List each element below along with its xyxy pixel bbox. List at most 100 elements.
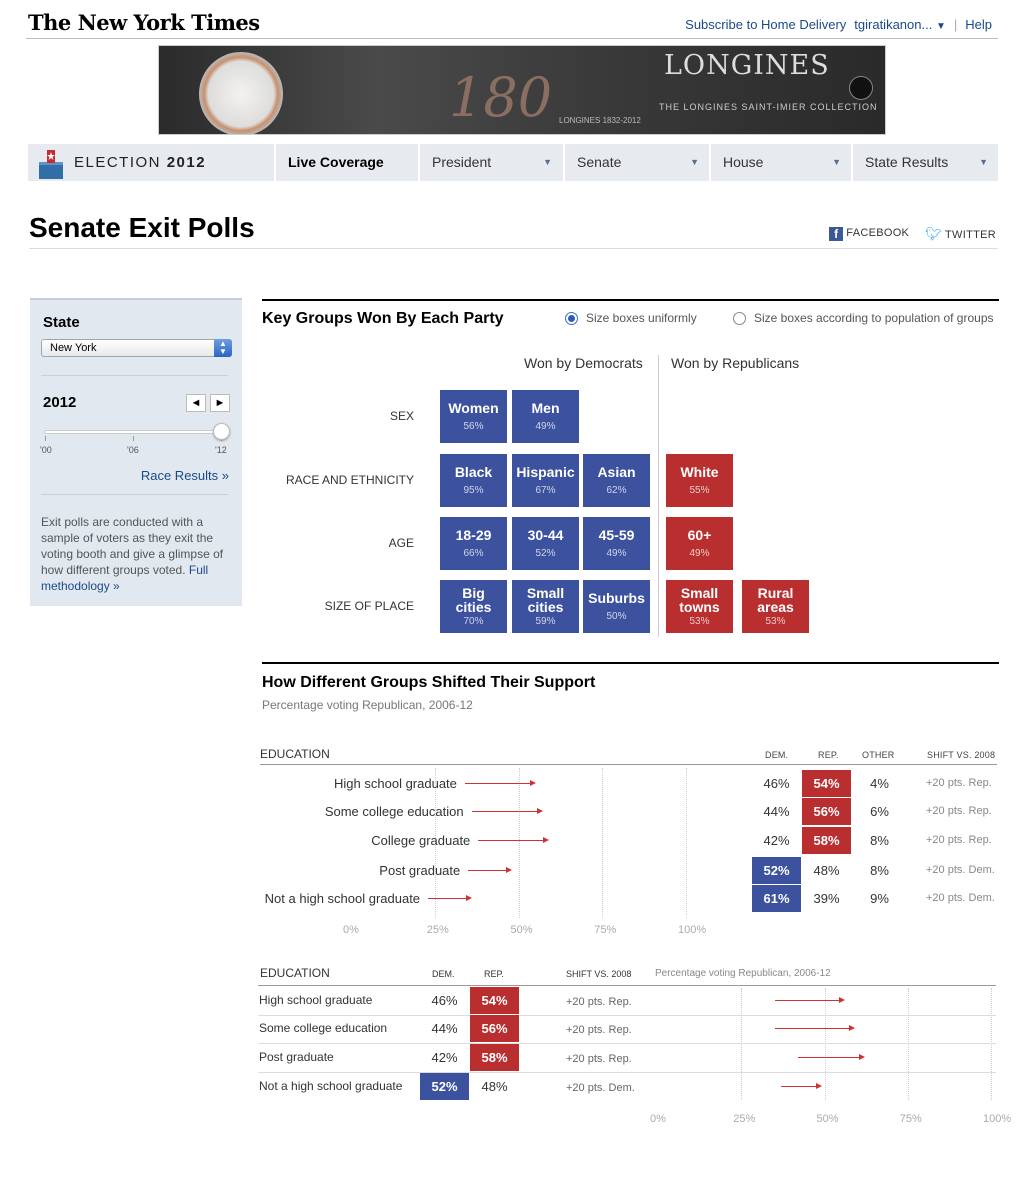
group-box-hispanic[interactable]: Hispanic 67%	[512, 454, 579, 507]
election-title[interactable]: ELECTION 2012	[74, 154, 206, 171]
shift-arrow	[471, 808, 543, 814]
help-link[interactable]: Help	[965, 17, 992, 32]
shift-value: +20 pts. Dem.	[566, 1082, 635, 1094]
group-percent: 62%	[606, 485, 627, 496]
tab-state-results[interactable]: State Results ▼	[851, 144, 998, 181]
divider: |	[953, 17, 958, 32]
group-name: 45-59	[598, 527, 635, 543]
group-box-30-44[interactable]: 30-44 52%	[512, 517, 579, 570]
dem-value: 46%	[431, 993, 458, 1008]
caret-down-icon: ▼	[832, 157, 841, 167]
radio-label: Size boxes uniformly	[586, 311, 697, 325]
group-percent: 52%	[535, 548, 556, 559]
title-rule	[29, 248, 998, 249]
shift-arrow	[428, 895, 473, 901]
shift-arrow	[781, 1083, 822, 1089]
row-label-some-college-education: Some college education	[259, 1021, 388, 1035]
gridline	[602, 768, 604, 918]
election-title-year: 2012	[166, 154, 207, 171]
group-box-men[interactable]: Men 49%	[512, 390, 579, 443]
shift-value: +20 pts. Rep.	[566, 996, 632, 1008]
tab-live-coverage[interactable]: Live Coverage	[274, 144, 418, 181]
gridline	[824, 988, 826, 1100]
prev-year-button[interactable]: ◄	[186, 394, 206, 412]
masthead-rule	[26, 38, 998, 39]
shift-value: +20 pts. Rep.	[926, 805, 992, 817]
share-facebook-label: FACEBOOK	[846, 227, 910, 239]
group-name: Men	[531, 400, 560, 416]
axis-tick-label: 75%	[899, 1113, 922, 1125]
divider	[41, 375, 228, 376]
group-box-black[interactable]: Black 95%	[440, 454, 507, 507]
group-name: Suburbs	[588, 590, 645, 606]
axis-tick-label: 0%	[343, 924, 359, 936]
row-divider	[258, 1043, 996, 1044]
group-box-18-29[interactable]: 18-29 66%	[440, 517, 507, 570]
group-box-asian[interactable]: Asian 62%	[583, 454, 650, 507]
election-title-prefix: ELECTION	[74, 154, 162, 171]
ad-logo-icon	[849, 76, 873, 100]
election-nav: ELECTION 2012 Live Coverage President ▼ S…	[28, 144, 998, 181]
dem-value: 46%	[763, 776, 790, 791]
group-name: Hispanic	[516, 464, 575, 480]
t2-col-shift-header: SHIFT VS. 2008	[566, 969, 632, 979]
radio-size-population[interactable]: Size boxes according to population of gr…	[733, 311, 994, 325]
dem-value: 44%	[431, 1021, 458, 1036]
radio-size-uniform[interactable]: Size boxes uniformly	[565, 311, 697, 325]
group-box-suburbs[interactable]: Suburbs 50%	[583, 580, 650, 633]
group-box-60[interactable]: 60+ 49%	[666, 517, 733, 570]
group-box-white[interactable]: White 55%	[666, 454, 733, 507]
year-slider-handle[interactable]	[213, 423, 230, 440]
group-box-small-towns[interactable]: Small towns 53%	[666, 580, 733, 633]
group-box-small-cities[interactable]: Small cities 59%	[512, 580, 579, 633]
rep-value: 54%	[470, 987, 519, 1014]
tab-senate[interactable]: Senate ▼	[563, 144, 709, 181]
user-menu[interactable]: tgiratikanon... ▼	[854, 17, 946, 32]
row-label-high-school-graduate: High school graduate	[334, 776, 457, 791]
t2-col-rep-header: REP.	[484, 969, 504, 979]
tab-house[interactable]: House ▼	[709, 144, 851, 181]
advertisement-banner[interactable]: 180 LONGINES THE LONGINES SAINT-IMIER CO…	[158, 45, 886, 135]
group-name: Women	[448, 400, 499, 416]
year-slider-track[interactable]	[44, 430, 222, 434]
ad-collection: THE LONGINES SAINT-IMIER COLLECTION	[659, 102, 878, 112]
tab-label: House	[723, 154, 764, 170]
gridline	[741, 988, 743, 1100]
group-box-rural-areas[interactable]: Rural areas 53%	[742, 580, 809, 633]
gridline	[991, 988, 992, 1100]
slider-tick	[133, 436, 134, 441]
group-percent: 50%	[606, 611, 627, 622]
dem-value: 52%	[420, 1073, 469, 1100]
rep-value: 48%	[813, 863, 840, 878]
caret-down-icon: ▼	[935, 21, 946, 32]
axis-tick-label: 100%	[678, 924, 707, 936]
row-label-size-of-place: SIZE OF PLACE	[324, 599, 414, 613]
tab-label: President	[432, 154, 492, 170]
group-box-45-59[interactable]: 45-59 49%	[583, 517, 650, 570]
row-label-age: AGE	[388, 536, 414, 550]
group-percent: 53%	[765, 616, 786, 627]
next-year-button[interactable]: ►	[210, 394, 230, 412]
group-box-big-cities[interactable]: Big cities 70%	[440, 580, 507, 633]
methodology-link[interactable]: Full methodology »	[41, 563, 209, 593]
row-label-race-and-ethnicity: RACE AND ETHNICITY	[285, 473, 414, 487]
caret-down-icon: ▼	[690, 157, 699, 167]
race-results-link[interactable]: Race Results »	[140, 468, 229, 483]
other-value: 9%	[870, 891, 889, 906]
group-name: 18-29	[455, 527, 492, 543]
dem-value: 61%	[752, 885, 801, 912]
tab-president[interactable]: President ▼	[418, 144, 562, 181]
group-box-women[interactable]: Women 56%	[440, 390, 507, 443]
state-select[interactable]: New York ▲ ▼	[41, 339, 232, 357]
table-rule	[260, 764, 997, 765]
caret-down-icon: ▼	[543, 157, 552, 167]
gridline	[518, 768, 520, 918]
subscribe-link[interactable]: Subscribe to Home Delivery	[685, 17, 847, 32]
share-twitter[interactable]: 🐦︎ TWITTER	[925, 226, 996, 242]
share-facebook[interactable]: f FACEBOOK	[829, 227, 909, 241]
nyt-logo[interactable]: The New York Times	[28, 10, 260, 35]
slider-tick-label: '00	[40, 445, 52, 455]
group-name: Small towns	[679, 585, 720, 615]
gridline	[434, 768, 436, 918]
gridline	[686, 768, 687, 918]
